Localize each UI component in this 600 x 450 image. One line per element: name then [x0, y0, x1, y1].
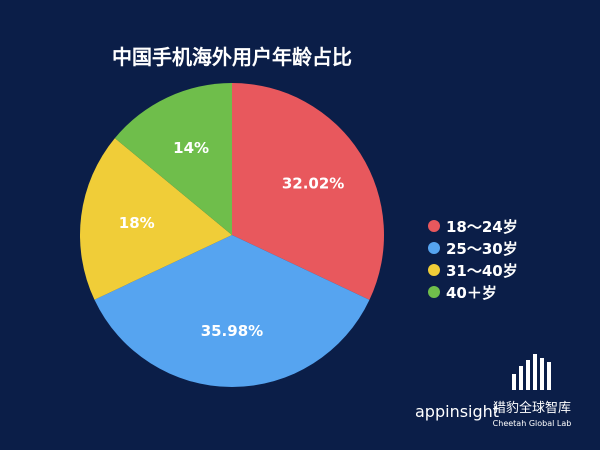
right-logo-cn: 猎豹全球智库	[493, 400, 571, 416]
cheetah-global-lab-logo: 猎豹全球智库 Cheetah Global Lab	[493, 354, 572, 428]
slice-label-40-plus: 14%	[173, 139, 209, 157]
legend-item: 18～24岁	[428, 218, 518, 236]
slice-label-25-30: 35.98%	[201, 322, 263, 340]
legend-item: 40＋岁	[428, 284, 497, 302]
legend: 18～24岁 25～30岁 31～40岁 40＋岁	[428, 218, 518, 302]
legend-label: 31～40岁	[446, 262, 518, 280]
slice-label-18-24: 32.02%	[282, 175, 344, 193]
appinsight-logo: appinsight	[415, 402, 499, 421]
legend-label: 25～30岁	[446, 240, 518, 258]
legend-marker	[428, 264, 440, 276]
legend-marker	[428, 242, 440, 254]
slice-labels: 32.02% 35.98% 18% 14%	[119, 139, 345, 340]
chart-title: 中国手机海外用户年龄占比	[112, 45, 352, 69]
slice-25-30	[94, 235, 370, 387]
legend-label: 18～24岁	[446, 218, 518, 236]
slice-31-40	[80, 138, 232, 300]
legend-item: 25～30岁	[428, 240, 518, 258]
slice-18-24	[232, 83, 384, 300]
slice-label-31-40: 18%	[119, 214, 155, 232]
bars-icon	[512, 354, 551, 390]
legend-item: 31～40岁	[428, 262, 518, 280]
pie-slices	[80, 83, 384, 387]
legend-marker	[428, 286, 440, 298]
legend-label: 40＋岁	[446, 284, 497, 302]
legend-marker	[428, 220, 440, 232]
slice-40-plus	[114, 83, 232, 235]
right-logo-en: Cheetah Global Lab	[493, 419, 572, 428]
